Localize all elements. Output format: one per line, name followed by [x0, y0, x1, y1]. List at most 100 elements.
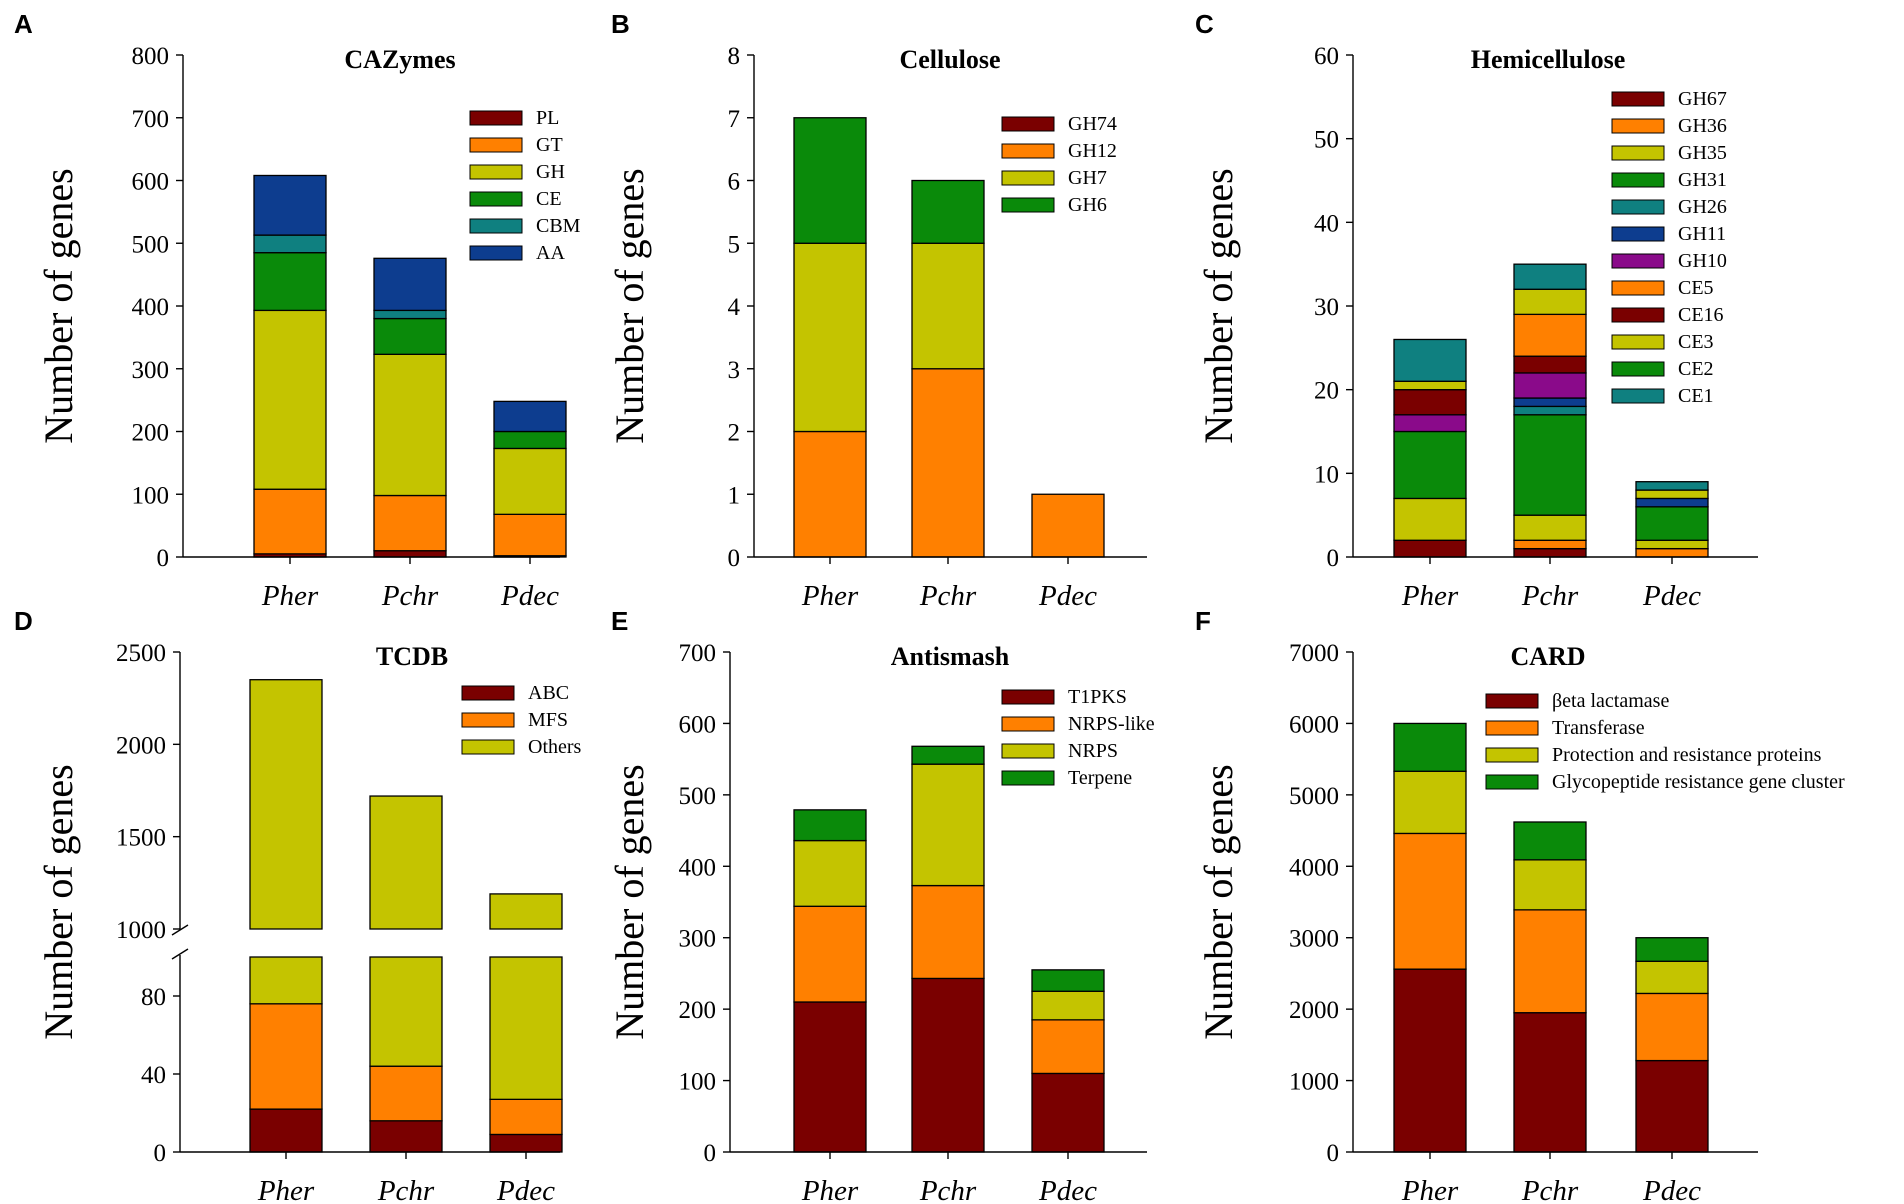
legend: GH67 GH36 GH35 GH31 GH26 GH11 GH10 CE5 CE16 CE3 CE…	[1611, 88, 1727, 407]
y-tick-label: 0	[1327, 1140, 1340, 1167]
bar-segment-aa	[493, 400, 567, 433]
y-tick-label: 3	[728, 357, 741, 384]
panel-letter: C	[1195, 9, 1214, 39]
y-tick-label: 2000	[1289, 997, 1339, 1024]
legend-swatch	[469, 191, 523, 207]
legend-label: GH7	[1068, 167, 1107, 189]
chart-panel-a: A CAZymes Number of genes 0 100 200 300 400 500 6…	[14, 9, 581, 612]
y-tick-label: 10	[1314, 461, 1339, 488]
panel-letter: D	[14, 606, 33, 636]
panel-letter: A	[14, 9, 33, 39]
bar-segment-ce5	[1513, 313, 1587, 357]
chart-panel-e: E Antismash Number of genes 0 100 200 300 400 50…	[607, 606, 1155, 1204]
legend-label: GH35	[1678, 142, 1727, 164]
bar-segment-ce1	[1393, 338, 1467, 382]
bar-segment-transferase	[1393, 832, 1467, 970]
bar-segment-gh7	[793, 242, 867, 433]
chart-title: Cellulose	[899, 45, 1000, 74]
bar-segment-protection-and-resistance-proteins	[1513, 859, 1587, 911]
bar-segment-nrps	[1031, 990, 1105, 1021]
legend-label: Others	[528, 736, 582, 758]
chart-panel-f: F CARD Number of genes 0 1000 2000 3000 4000 500…	[1195, 606, 1845, 1204]
chart-title: CARD	[1510, 642, 1585, 671]
y-tick-label: 2	[728, 420, 741, 447]
y-axis-label: Number of genes	[607, 168, 652, 443]
y-tick-label: 300	[132, 357, 170, 384]
legend-swatch	[1611, 334, 1665, 350]
legend-label: Protection and resistance proteins	[1552, 744, 1822, 766]
legend-swatch	[1611, 361, 1665, 377]
bar-segment-gh36	[1513, 539, 1587, 550]
legend-label: GH	[536, 161, 565, 183]
x-tick-label: Pher	[801, 1175, 859, 1204]
legend-swatch	[1001, 143, 1055, 159]
bar-segment-ce3	[1393, 380, 1467, 391]
y-tick-label: 0	[157, 545, 170, 572]
bar-segment-gh	[493, 447, 567, 515]
legend-swatch	[1485, 774, 1539, 790]
legend-swatch	[461, 739, 515, 755]
bar-segment-nrps-like	[1031, 1019, 1105, 1075]
y-tick-label: 100	[132, 482, 170, 509]
y-tick-label: 7	[728, 106, 741, 133]
bar-segment-gh11	[1635, 497, 1709, 508]
y-tick-label: 80	[141, 984, 166, 1011]
bar-segment-ce	[493, 430, 567, 450]
legend-swatch	[1611, 91, 1665, 107]
y-tick-label: 1	[728, 482, 741, 509]
legend-label: GH10	[1678, 250, 1727, 272]
legend-label: ABC	[528, 682, 569, 704]
bar-segment-t1pks	[911, 977, 985, 1153]
legend-label: MFS	[528, 709, 568, 731]
x-tick-label: Pdec	[496, 1175, 555, 1204]
y-tick-label: 40	[141, 1062, 166, 1089]
bar-segment-gt	[493, 513, 567, 557]
y-tick-label: 200	[679, 997, 717, 1024]
legend-swatch	[1611, 145, 1665, 161]
y-tick-label: 8	[728, 43, 741, 70]
bar-segment-gh11	[1513, 397, 1587, 408]
x-tick-label: Pdec	[1642, 1175, 1701, 1204]
bar-segment--eta-lactamase	[1635, 1059, 1709, 1153]
legend-label: GH11	[1678, 223, 1726, 245]
y-axis-label: Number of genes	[1196, 764, 1241, 1039]
bar-segment-pl	[373, 550, 447, 558]
bar-segment-ce	[373, 317, 447, 355]
legend: GH74 GH12 GH7 GH6	[1001, 113, 1117, 216]
bar-segment-glycopeptide-resistance-gene-cluster	[1393, 722, 1467, 772]
chart-title: Hemicellulose	[1471, 45, 1626, 74]
x-tick-label: Pher	[1401, 1175, 1459, 1204]
bar-segment-mfs	[369, 1065, 443, 1122]
legend-label: GH26	[1678, 196, 1727, 218]
y-tick-label: 4000	[1289, 854, 1339, 881]
bar-segment-ce1	[1635, 481, 1709, 491]
legend-label: PL	[536, 107, 559, 129]
legend-label: CE3	[1678, 331, 1714, 353]
x-tick-label: Pchr	[1521, 580, 1579, 612]
bar-segment-protection-and-resistance-proteins	[1393, 770, 1467, 835]
bar-segment-gh12	[1031, 493, 1105, 558]
legend-label: GH6	[1068, 194, 1107, 216]
legend-label: CE1	[1678, 385, 1714, 407]
y-tick-label: 40	[1314, 210, 1339, 237]
bar-segment-glycopeptide-resistance-gene-cluster	[1513, 821, 1587, 861]
bar-segment-gt	[373, 494, 447, 552]
legend-label: CE2	[1678, 358, 1714, 380]
bar-segment-terpene	[1031, 969, 1105, 992]
legend-swatch	[469, 137, 523, 153]
y-tick-label: 7000	[1289, 640, 1339, 667]
bar-segment-others-upper	[249, 679, 323, 930]
bar-segment-gh	[253, 309, 327, 490]
legend: ABC MFS Others	[461, 682, 582, 758]
panel-letter: B	[611, 9, 630, 39]
legend-swatch	[1485, 747, 1539, 763]
y-tick-label: 4	[728, 294, 741, 321]
x-tick-label: Pher	[257, 1175, 315, 1204]
bar-segment-aa	[253, 174, 327, 236]
chart-title: Antismash	[891, 642, 1010, 671]
legend-swatch	[469, 164, 523, 180]
chart-title: CAZymes	[344, 45, 455, 74]
bar-segment-abc	[369, 1120, 443, 1153]
legend-swatch	[1485, 720, 1539, 736]
